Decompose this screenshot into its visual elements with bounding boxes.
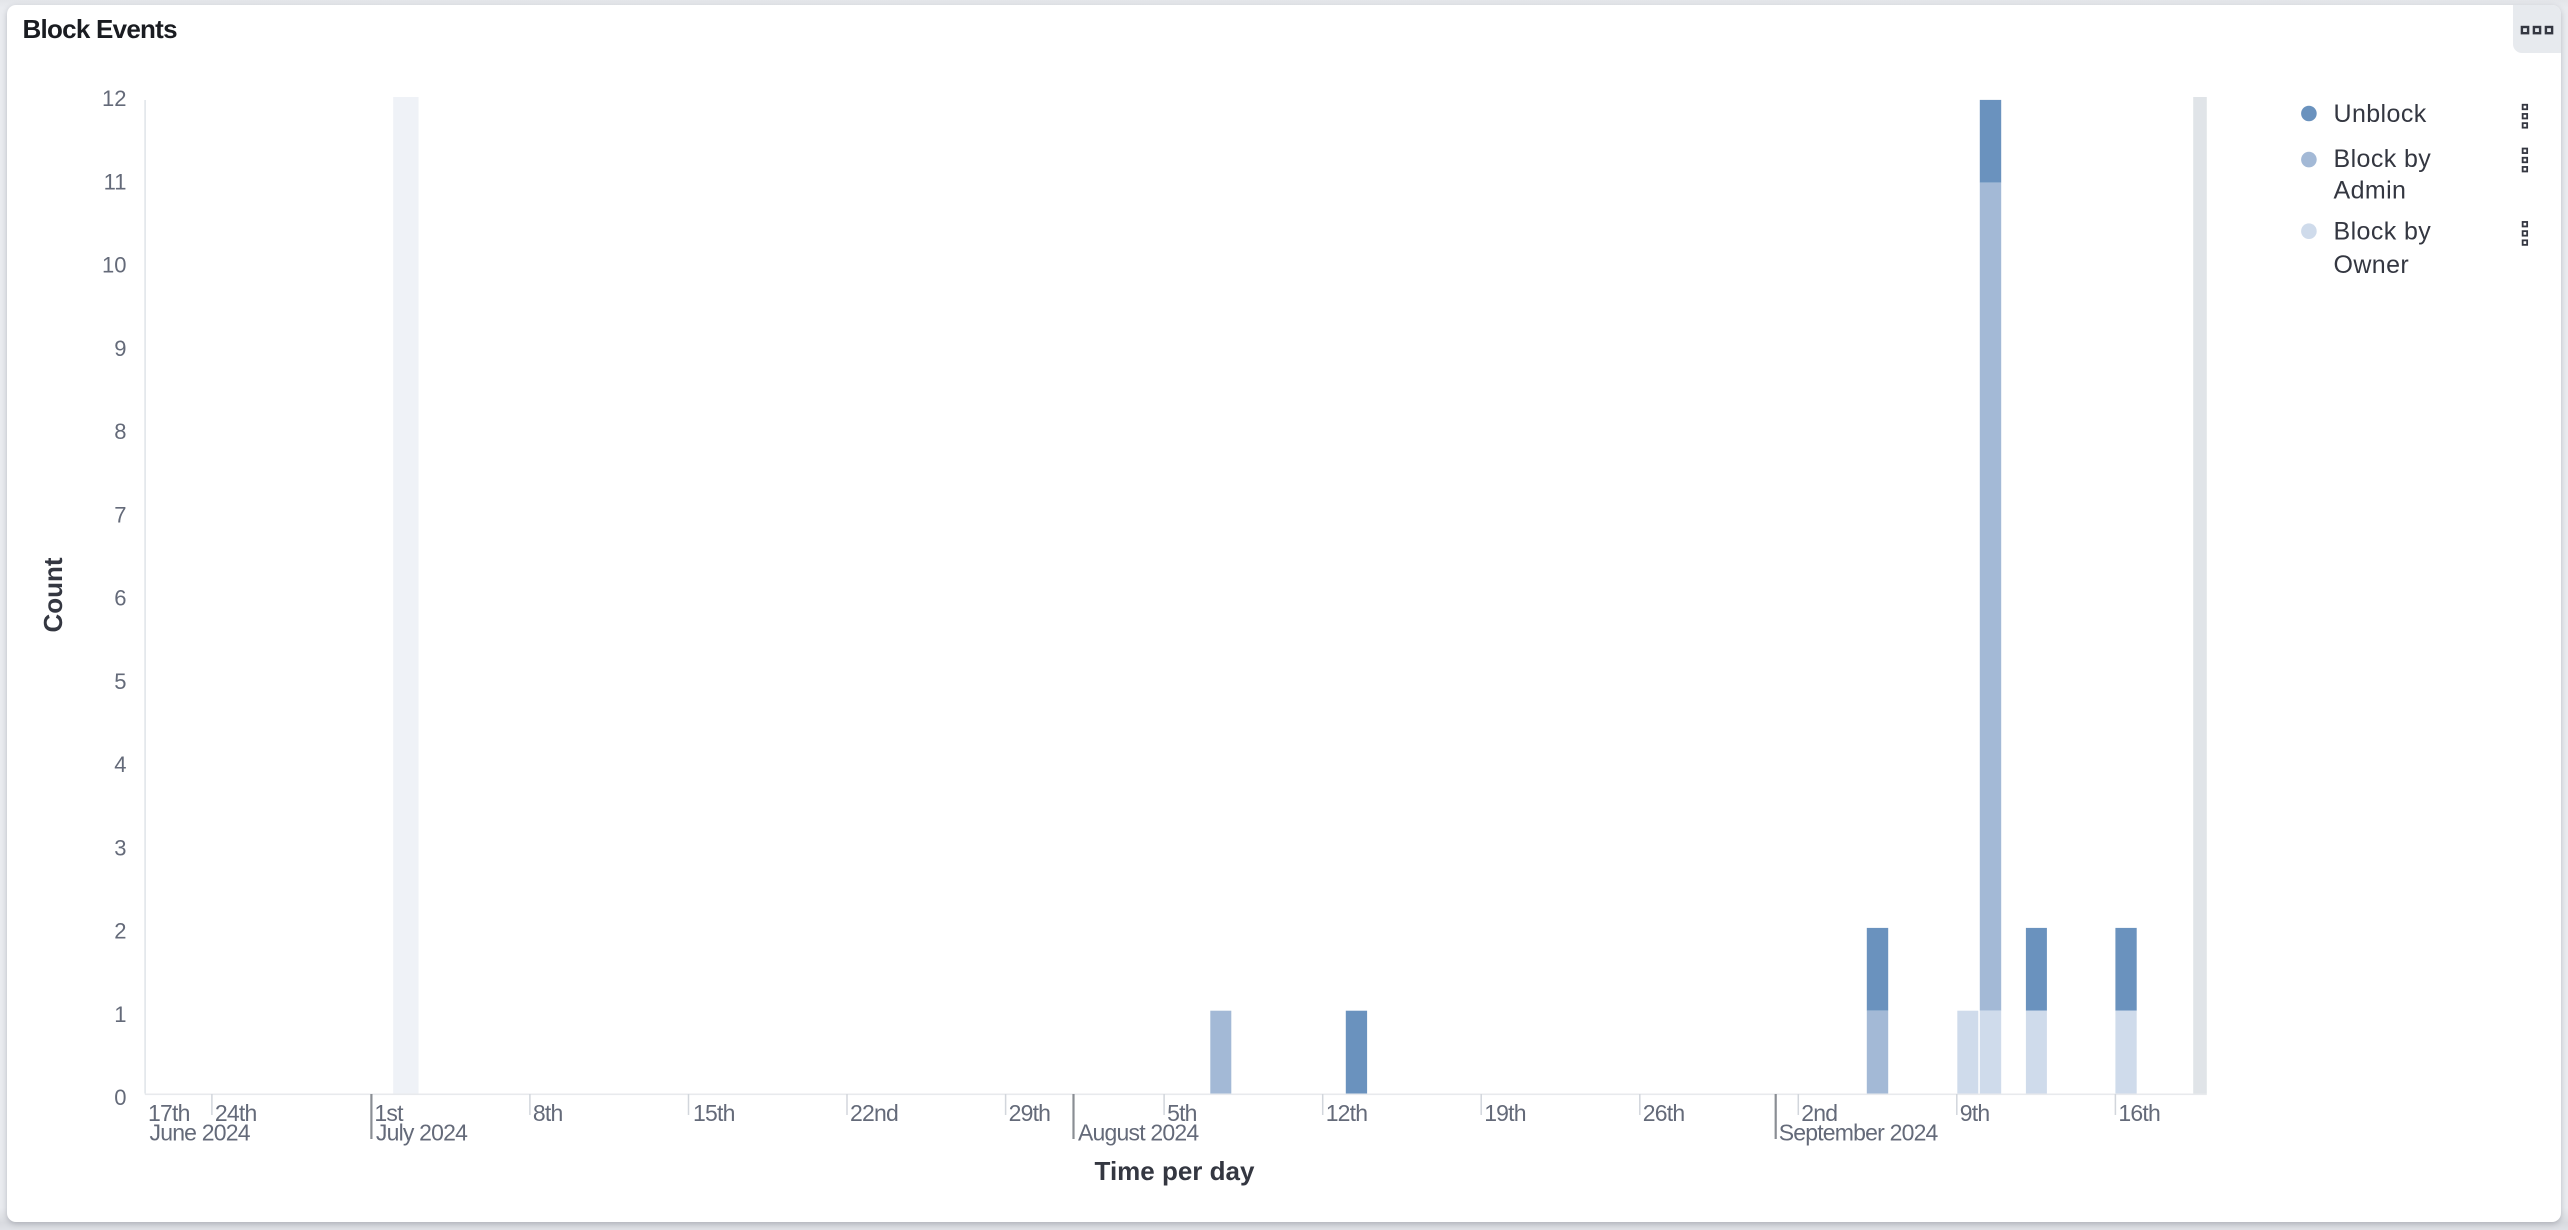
svg-text:1st: 1st xyxy=(374,1100,404,1126)
svg-text:5th: 5th xyxy=(1167,1100,1197,1126)
svg-text:26th: 26th xyxy=(1643,1100,1685,1126)
svg-text:17th: 17th xyxy=(148,1100,190,1126)
svg-text:29th: 29th xyxy=(1009,1100,1051,1126)
svg-text:22nd: 22nd xyxy=(850,1100,898,1126)
svg-text:September 2024: September 2024 xyxy=(1779,1120,1939,1146)
svg-text:Block by: Block by xyxy=(2334,145,2432,173)
svg-text:8: 8 xyxy=(114,419,126,444)
svg-text:16th: 16th xyxy=(2118,1100,2160,1126)
svg-text:15th: 15th xyxy=(693,1100,735,1126)
svg-text:2nd: 2nd xyxy=(1801,1100,1837,1126)
svg-text:7: 7 xyxy=(114,502,126,527)
svg-text:1: 1 xyxy=(114,1002,126,1027)
svg-text:August 2024: August 2024 xyxy=(1078,1120,1199,1146)
svg-text:Block Events: Block Events xyxy=(23,14,178,44)
svg-text:4: 4 xyxy=(114,752,126,777)
svg-text:July 2024: July 2024 xyxy=(376,1120,468,1146)
svg-text:6: 6 xyxy=(114,586,126,611)
svg-text:12: 12 xyxy=(102,86,126,111)
svg-text:24th: 24th xyxy=(215,1100,257,1126)
svg-text:9th: 9th xyxy=(1960,1100,1990,1126)
svg-text:Count: Count xyxy=(38,557,68,632)
svg-text:10: 10 xyxy=(102,253,126,278)
svg-text:3: 3 xyxy=(114,835,126,860)
svg-text:19th: 19th xyxy=(1484,1100,1526,1126)
svg-text:0: 0 xyxy=(114,1085,126,1110)
svg-text:5: 5 xyxy=(114,669,126,694)
svg-text:June 2024: June 2024 xyxy=(150,1120,251,1146)
svg-text:Time per day: Time per day xyxy=(1095,1156,1255,1186)
svg-text:Block by: Block by xyxy=(2334,218,2432,246)
svg-text:Admin: Admin xyxy=(2334,177,2407,205)
svg-text:Owner: Owner xyxy=(2334,251,2410,279)
svg-text:11: 11 xyxy=(104,170,127,195)
svg-text:9: 9 xyxy=(114,336,126,361)
svg-text:8th: 8th xyxy=(533,1100,563,1126)
svg-text:Unblock: Unblock xyxy=(2334,100,2427,128)
svg-text:12th: 12th xyxy=(1326,1100,1368,1126)
svg-text:2: 2 xyxy=(114,919,126,944)
